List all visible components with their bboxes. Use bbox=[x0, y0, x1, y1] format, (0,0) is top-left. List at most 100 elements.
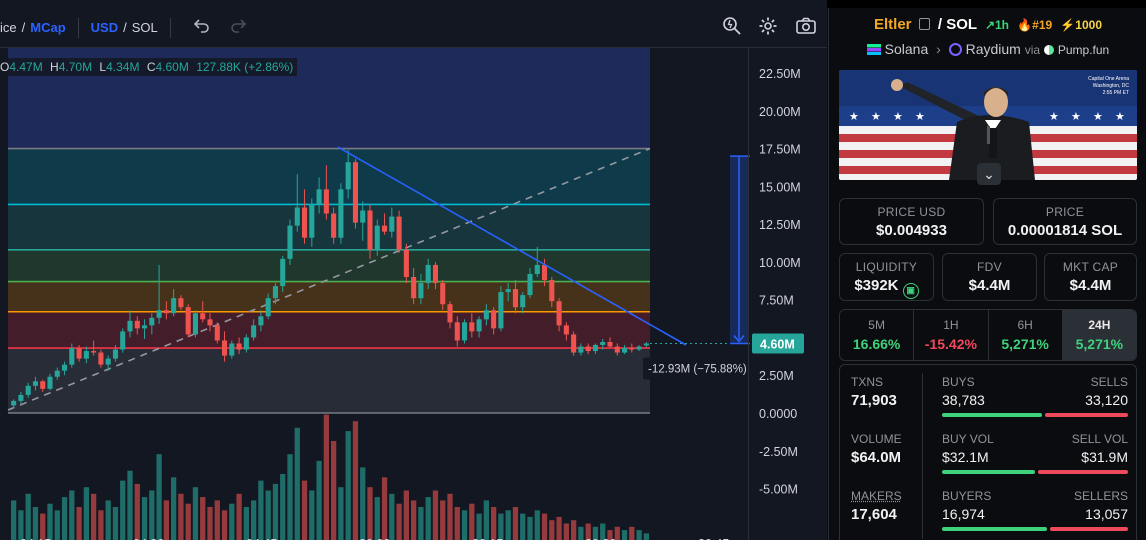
toolbar-slash: / bbox=[123, 20, 127, 35]
price-chart[interactable]: -12.93M (−75.88%) 22.50M 20.00M 17.50M 15.00… bbox=[0, 48, 827, 540]
mcap-mode-option[interactable]: MCap bbox=[30, 20, 66, 35]
volume-bar bbox=[621, 530, 628, 540]
volume-bar bbox=[505, 510, 511, 540]
candle-body bbox=[469, 322, 475, 332]
volume-bar bbox=[440, 500, 446, 540]
fdv-card: FDV $4.4M bbox=[942, 253, 1037, 301]
candle-body bbox=[607, 341, 613, 347]
volume-bar bbox=[287, 454, 293, 540]
copy-icon[interactable] bbox=[918, 18, 930, 30]
candle-body bbox=[360, 210, 366, 223]
ohlc-open-value: 4.47M bbox=[9, 60, 43, 74]
volume-bar bbox=[83, 487, 89, 540]
candle-body bbox=[105, 358, 111, 365]
candle-body bbox=[222, 340, 228, 356]
fib-band bbox=[8, 281, 650, 312]
volume-bar bbox=[120, 480, 126, 540]
volume-bar bbox=[411, 500, 417, 540]
chain-name[interactable]: Solana bbox=[884, 41, 929, 57]
volume-bar bbox=[367, 487, 373, 540]
candle-body bbox=[25, 385, 31, 395]
lock-icon[interactable]: ▣ bbox=[902, 283, 919, 299]
tab-1h[interactable]: 1H -15.42% bbox=[914, 310, 989, 360]
ohlc-legend: O4.47M H4.70M L4.34M C4.60M 127.88K (+2.… bbox=[0, 58, 298, 76]
redo-icon[interactable] bbox=[226, 16, 250, 40]
price-sol-card: PRICE 0.00001814 SOL bbox=[993, 198, 1137, 245]
quote-token: SOL bbox=[946, 16, 977, 33]
price-axis-tick: 7.50M bbox=[759, 294, 794, 308]
token-header: Eltler / SOL ↗1h 🔥#19 ⚡1000 bbox=[829, 16, 1146, 33]
buyers-label: BUYERS bbox=[942, 489, 992, 503]
sell-vol-bar bbox=[1038, 470, 1128, 474]
tab-6h[interactable]: 6H 5,271% bbox=[989, 310, 1063, 360]
pill-icon bbox=[1041, 42, 1057, 58]
tab-24h-value: 5,271% bbox=[1075, 336, 1124, 352]
buyers-bar bbox=[942, 527, 1048, 531]
svg-text:★: ★ bbox=[915, 111, 925, 123]
token-name[interactable]: Eltler bbox=[873, 16, 912, 33]
zoom-to-fit-icon[interactable] bbox=[720, 16, 744, 40]
volume-bar bbox=[578, 526, 584, 540]
candle-body bbox=[134, 320, 140, 329]
fib-band bbox=[8, 204, 650, 250]
volume-bar bbox=[389, 493, 395, 540]
makers-stat: MAKERS 17,604 bbox=[851, 489, 921, 523]
sol-currency-option[interactable]: SOL bbox=[131, 20, 158, 35]
txns-value: 71,903 bbox=[851, 392, 897, 409]
tab-24h[interactable]: 24H 5,271% bbox=[1062, 310, 1136, 360]
price-usd-value: $0.004933 bbox=[876, 222, 947, 239]
price-axis-border bbox=[748, 48, 749, 540]
volume-stat: VOLUME $64.0M bbox=[851, 432, 921, 466]
dex-name[interactable]: Raydium bbox=[965, 41, 1021, 57]
candle-body bbox=[47, 376, 53, 389]
settings-gear-icon[interactable] bbox=[756, 16, 780, 40]
svg-text:★: ★ bbox=[1093, 111, 1103, 123]
candle-body bbox=[83, 351, 89, 359]
candle-body bbox=[243, 337, 249, 350]
svg-text:★: ★ bbox=[1115, 111, 1125, 123]
sell-vol-value: $31.9M bbox=[1081, 449, 1128, 465]
price-usd-card: PRICE USD $0.004933 bbox=[839, 198, 984, 245]
candle-body bbox=[331, 213, 337, 238]
chevron-down-icon[interactable]: ⌄ bbox=[977, 163, 1001, 185]
candle-body bbox=[185, 307, 191, 335]
launchpad-name[interactable]: Pump.fun bbox=[1057, 43, 1110, 57]
market-cap-label: MKT CAP bbox=[1062, 260, 1119, 274]
screenshot-camera-icon[interactable] bbox=[794, 16, 818, 40]
volume-bar bbox=[18, 510, 24, 540]
volume-bar bbox=[294, 427, 300, 540]
volume-bar bbox=[432, 490, 439, 540]
volume-bar bbox=[40, 513, 46, 540]
toolbar-divider bbox=[169, 17, 171, 38]
candle-body bbox=[549, 280, 555, 302]
buys-sells-split: BUYS SELLS 38,783 33,120 bbox=[942, 375, 1128, 417]
volume-bar bbox=[309, 490, 315, 540]
candle-body bbox=[69, 348, 75, 365]
volume-bar bbox=[629, 526, 635, 540]
time-axis-tick: 04:30 bbox=[133, 537, 164, 540]
volume-bar bbox=[491, 507, 497, 540]
volume-bar bbox=[447, 493, 453, 540]
tab-1h-value: -15.42% bbox=[924, 336, 977, 352]
candle-body bbox=[127, 320, 133, 332]
price-change-tabs: 5M 16.66% 1H -15.42% 6H 5,271% 24H 5,271… bbox=[839, 309, 1137, 361]
chart-pane[interactable]: -12.93M (−75.88%) 22.50M 20.00M 17.50M 15.00… bbox=[0, 0, 827, 540]
volume-bar bbox=[301, 480, 308, 540]
price-mode-option[interactable]: ice bbox=[0, 20, 17, 35]
tab-1h-label: 1H bbox=[943, 318, 959, 332]
undo-icon[interactable] bbox=[190, 16, 214, 40]
tab-5m[interactable]: 5M 16.66% bbox=[840, 310, 915, 360]
buyers-sellers-bar bbox=[942, 527, 1128, 531]
buy-sell-vol-split: BUY VOL SELL VOL $32.1M $31.9M bbox=[942, 432, 1128, 474]
volume-bar bbox=[105, 500, 111, 540]
trend-line bbox=[337, 146, 687, 346]
price-axis-tick: 15.00M bbox=[759, 180, 801, 194]
sellers-label: SELLERS bbox=[1073, 489, 1128, 503]
time-axis-tick: 20:30 bbox=[585, 537, 616, 540]
volume-bar bbox=[69, 490, 75, 540]
time-axis-tick: 20:00 bbox=[359, 537, 390, 540]
candle-body bbox=[265, 298, 271, 317]
volume-bar bbox=[345, 431, 351, 540]
usd-currency-option[interactable]: USD bbox=[90, 20, 119, 35]
tab-5m-label: 5M bbox=[868, 318, 885, 332]
